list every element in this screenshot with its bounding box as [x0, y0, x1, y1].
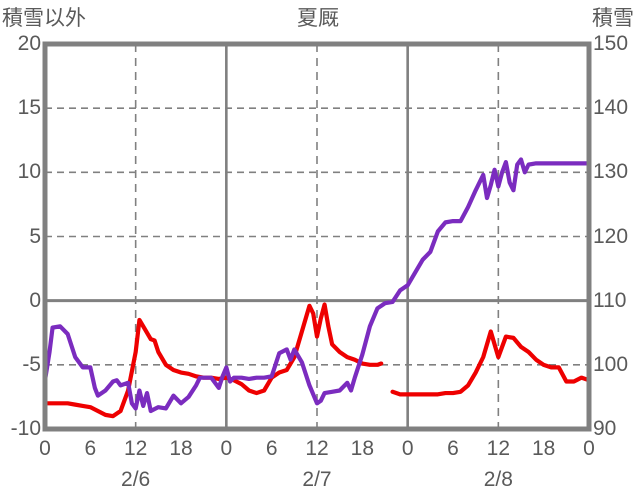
x-tick-hour: 18 — [169, 437, 193, 460]
y-tick-right: 150 — [593, 32, 629, 55]
x-tick-hour: 0 — [39, 437, 51, 460]
x-tick-hour: 6 — [265, 437, 278, 460]
series-line-temperature — [42, 302, 384, 419]
x-tick-hour: 12 — [123, 437, 148, 460]
y-tick-left: -10 — [10, 417, 41, 440]
x-tick-day: 2/7 — [302, 468, 332, 491]
x-tick-hour: 0 — [220, 437, 233, 460]
x-tick-hour: 18 — [531, 437, 556, 460]
x-tick-day: 2/8 — [483, 468, 513, 491]
y-tick-right: 140 — [593, 96, 629, 120]
y-tick-right: 90 — [593, 417, 617, 440]
y-tick-left: -5 — [22, 352, 41, 376]
y-tick-left: 10 — [17, 160, 41, 184]
y-tick-right: 130 — [593, 160, 629, 184]
x-tick-hour: 6 — [84, 437, 97, 460]
y-tick-left: 5 — [29, 224, 41, 248]
left-axis-title: 積雪以外 — [2, 7, 86, 30]
plot-border — [42, 41, 592, 432]
y-tick-left: 15 — [17, 96, 41, 120]
y-tick-left: 20 — [17, 32, 41, 55]
x-tick-hour: 18 — [350, 437, 374, 460]
y-tick-right: 120 — [593, 224, 629, 248]
chart-title: 夏厩 — [297, 7, 339, 30]
series-line-temperature-segment2 — [390, 329, 592, 397]
x-tick-hour: 6 — [447, 437, 459, 460]
x-tick-hour: 12 — [486, 437, 510, 460]
series-line-snow — [42, 157, 592, 414]
x-tick-hour: 12 — [305, 437, 329, 460]
x-tick-hour: 0 — [583, 437, 595, 460]
y-tick-right: 100 — [593, 352, 629, 376]
x-tick-hour: 0 — [401, 437, 414, 460]
x-tick-day: 2/6 — [121, 468, 151, 491]
y-tick-left: 0 — [29, 288, 41, 312]
right-axis-title: 積雪 — [592, 7, 634, 30]
y-tick-right: 110 — [593, 288, 627, 312]
